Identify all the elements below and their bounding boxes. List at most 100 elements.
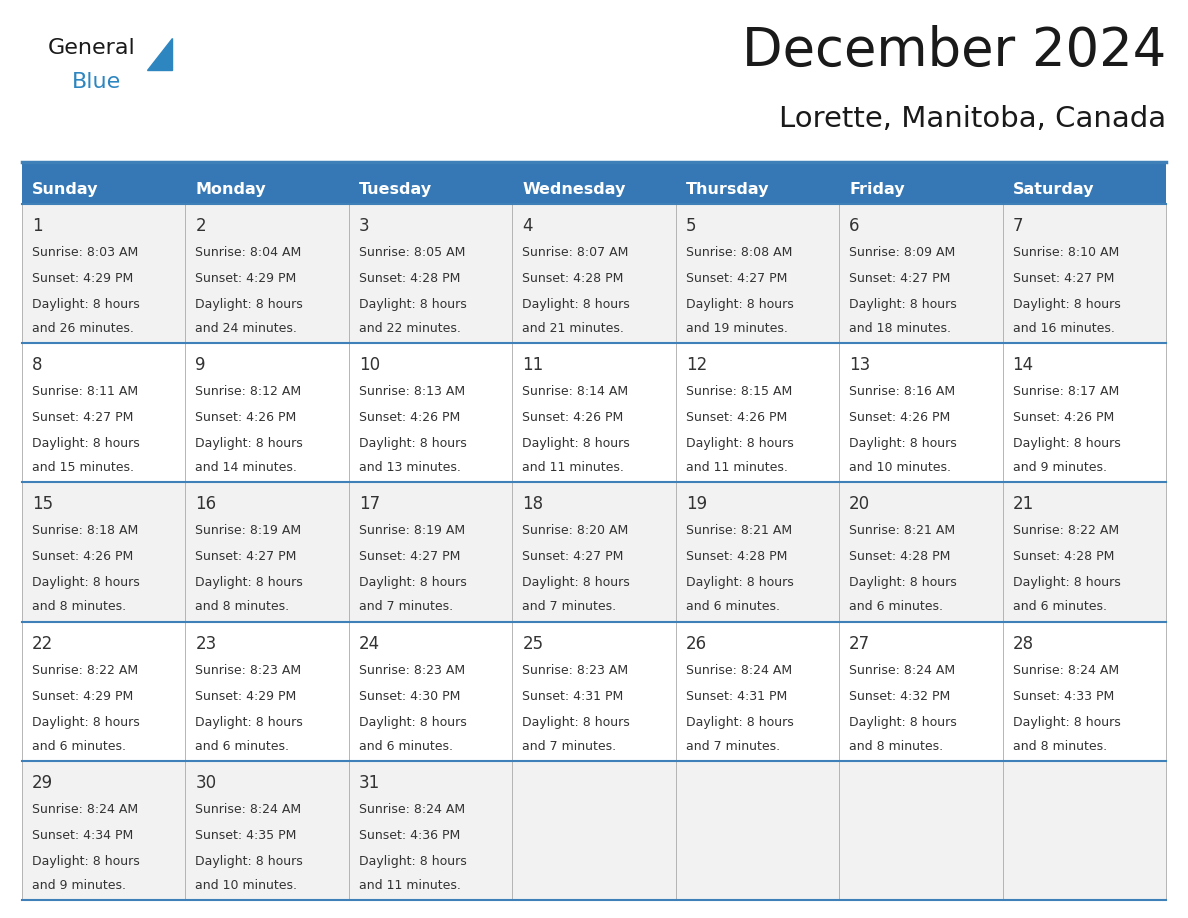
Text: Daylight: 8 hours: Daylight: 8 hours — [196, 855, 303, 868]
Text: and 6 minutes.: and 6 minutes. — [685, 600, 779, 613]
Text: 16: 16 — [196, 496, 216, 513]
Bar — [839, 482, 1003, 621]
Text: and 19 minutes.: and 19 minutes. — [685, 322, 788, 335]
Bar — [349, 482, 512, 621]
Text: 17: 17 — [359, 496, 380, 513]
Text: Sunset: 4:35 PM: Sunset: 4:35 PM — [196, 829, 297, 842]
Text: and 7 minutes.: and 7 minutes. — [523, 600, 617, 613]
Text: Sunset: 4:27 PM: Sunset: 4:27 PM — [849, 272, 950, 285]
Text: 24: 24 — [359, 634, 380, 653]
Bar — [839, 621, 1003, 761]
Text: General: General — [48, 38, 135, 58]
Text: December 2024: December 2024 — [741, 25, 1165, 77]
Text: 2: 2 — [196, 217, 206, 235]
Bar — [1003, 621, 1165, 761]
Text: Sunset: 4:27 PM: Sunset: 4:27 PM — [359, 551, 460, 564]
Text: Sunset: 4:29 PM: Sunset: 4:29 PM — [32, 689, 133, 702]
Text: and 7 minutes.: and 7 minutes. — [359, 600, 453, 613]
Text: and 8 minutes.: and 8 minutes. — [196, 600, 290, 613]
Text: Daylight: 8 hours: Daylight: 8 hours — [1012, 298, 1120, 311]
Text: 21: 21 — [1012, 496, 1034, 513]
Text: 10: 10 — [359, 356, 380, 375]
Text: 31: 31 — [359, 774, 380, 792]
Text: Lorette, Manitoba, Canada: Lorette, Manitoba, Canada — [779, 105, 1165, 133]
Bar — [1003, 482, 1165, 621]
Bar — [676, 761, 839, 900]
Text: Sunrise: 8:04 AM: Sunrise: 8:04 AM — [196, 246, 302, 259]
Text: Daylight: 8 hours: Daylight: 8 hours — [32, 716, 140, 729]
Bar — [512, 621, 676, 761]
Text: and 9 minutes.: and 9 minutes. — [1012, 461, 1106, 475]
Text: Monday: Monday — [196, 182, 266, 196]
Text: Sunset: 4:28 PM: Sunset: 4:28 PM — [685, 551, 788, 564]
Text: Sunrise: 8:24 AM: Sunrise: 8:24 AM — [32, 803, 138, 816]
Text: 26: 26 — [685, 634, 707, 653]
Text: and 11 minutes.: and 11 minutes. — [523, 461, 624, 475]
Text: Sunrise: 8:21 AM: Sunrise: 8:21 AM — [685, 524, 792, 537]
Text: and 21 minutes.: and 21 minutes. — [523, 322, 624, 335]
Text: Daylight: 8 hours: Daylight: 8 hours — [685, 437, 794, 450]
Text: Sunset: 4:29 PM: Sunset: 4:29 PM — [196, 272, 297, 285]
Text: Daylight: 8 hours: Daylight: 8 hours — [1012, 716, 1120, 729]
Text: and 7 minutes.: and 7 minutes. — [685, 740, 779, 753]
Bar — [349, 621, 512, 761]
Text: Daylight: 8 hours: Daylight: 8 hours — [849, 716, 956, 729]
Bar — [23, 482, 185, 621]
Bar — [349, 343, 512, 482]
Text: Sunset: 4:26 PM: Sunset: 4:26 PM — [32, 551, 133, 564]
Text: Daylight: 8 hours: Daylight: 8 hours — [32, 855, 140, 868]
Bar — [676, 162, 839, 204]
Bar — [512, 482, 676, 621]
Text: 29: 29 — [32, 774, 53, 792]
Text: and 11 minutes.: and 11 minutes. — [359, 879, 461, 891]
Text: Sunset: 4:34 PM: Sunset: 4:34 PM — [32, 829, 133, 842]
Text: Daylight: 8 hours: Daylight: 8 hours — [359, 298, 467, 311]
Text: Sunrise: 8:10 AM: Sunrise: 8:10 AM — [1012, 246, 1119, 259]
Text: and 8 minutes.: and 8 minutes. — [32, 600, 126, 613]
Text: 11: 11 — [523, 356, 544, 375]
Bar — [349, 204, 512, 343]
Text: Daylight: 8 hours: Daylight: 8 hours — [196, 577, 303, 589]
Text: Daylight: 8 hours: Daylight: 8 hours — [849, 577, 956, 589]
Text: Sunrise: 8:19 AM: Sunrise: 8:19 AM — [196, 524, 302, 537]
Text: Sunrise: 8:09 AM: Sunrise: 8:09 AM — [849, 246, 955, 259]
Text: 23: 23 — [196, 634, 216, 653]
Bar — [23, 343, 185, 482]
Text: Sunset: 4:26 PM: Sunset: 4:26 PM — [849, 411, 950, 424]
Text: and 15 minutes.: and 15 minutes. — [32, 461, 134, 475]
Text: and 26 minutes.: and 26 minutes. — [32, 322, 134, 335]
Bar — [185, 482, 349, 621]
Text: 30: 30 — [196, 774, 216, 792]
Bar — [839, 343, 1003, 482]
Text: Sunrise: 8:24 AM: Sunrise: 8:24 AM — [1012, 664, 1119, 677]
Bar — [23, 204, 185, 343]
Text: Sunrise: 8:18 AM: Sunrise: 8:18 AM — [32, 524, 138, 537]
Text: Daylight: 8 hours: Daylight: 8 hours — [849, 298, 956, 311]
Text: 1: 1 — [32, 217, 43, 235]
Text: Daylight: 8 hours: Daylight: 8 hours — [1012, 437, 1120, 450]
Text: and 8 minutes.: and 8 minutes. — [1012, 740, 1107, 753]
Bar — [1003, 761, 1165, 900]
Text: Daylight: 8 hours: Daylight: 8 hours — [685, 577, 794, 589]
Text: Sunrise: 8:24 AM: Sunrise: 8:24 AM — [196, 803, 302, 816]
Text: Daylight: 8 hours: Daylight: 8 hours — [196, 716, 303, 729]
Text: Daylight: 8 hours: Daylight: 8 hours — [685, 298, 794, 311]
Text: Sunrise: 8:24 AM: Sunrise: 8:24 AM — [359, 803, 465, 816]
Text: 14: 14 — [1012, 356, 1034, 375]
Bar — [185, 204, 349, 343]
Text: 18: 18 — [523, 496, 543, 513]
Text: Daylight: 8 hours: Daylight: 8 hours — [1012, 577, 1120, 589]
Text: Sunday: Sunday — [32, 182, 99, 196]
Text: and 6 minutes.: and 6 minutes. — [849, 600, 943, 613]
Text: Sunset: 4:33 PM: Sunset: 4:33 PM — [1012, 689, 1114, 702]
Bar — [676, 343, 839, 482]
Text: Sunrise: 8:24 AM: Sunrise: 8:24 AM — [685, 664, 792, 677]
Text: and 10 minutes.: and 10 minutes. — [849, 461, 952, 475]
Text: Sunrise: 8:19 AM: Sunrise: 8:19 AM — [359, 524, 465, 537]
Text: Daylight: 8 hours: Daylight: 8 hours — [849, 437, 956, 450]
Text: Sunrise: 8:12 AM: Sunrise: 8:12 AM — [196, 386, 302, 398]
Text: 9: 9 — [196, 356, 206, 375]
Text: and 6 minutes.: and 6 minutes. — [359, 740, 453, 753]
Text: Daylight: 8 hours: Daylight: 8 hours — [685, 716, 794, 729]
Bar — [185, 621, 349, 761]
